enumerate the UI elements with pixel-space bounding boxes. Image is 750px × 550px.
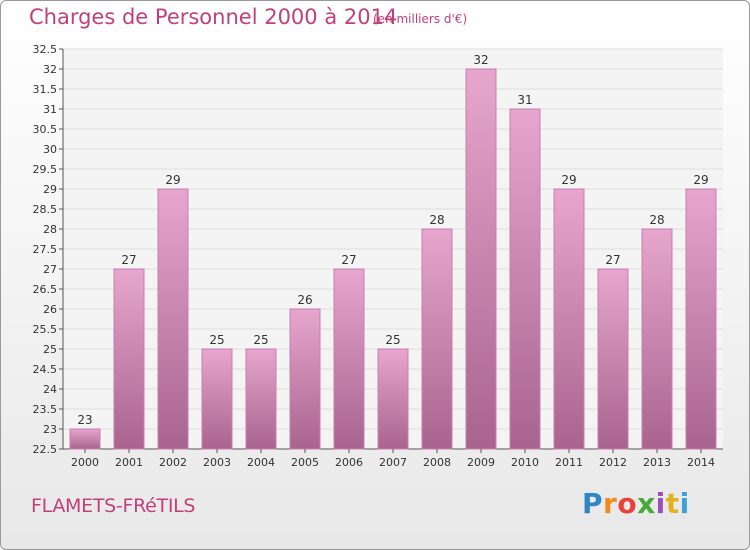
data-label: 25 — [385, 333, 400, 347]
data-label: 28 — [649, 213, 664, 227]
x-tick-label: 2010 — [511, 456, 539, 469]
x-tick-label: 2011 — [555, 456, 583, 469]
data-label: 29 — [693, 173, 708, 187]
data-label: 27 — [605, 253, 620, 267]
y-tick-label: 28 — [43, 223, 57, 236]
y-tick-label: 32 — [43, 63, 57, 76]
x-tick-label: 2006 — [335, 456, 363, 469]
y-tick-label: 27.5 — [33, 243, 58, 256]
x-tick-label: 2014 — [687, 456, 715, 469]
x-tick-label: 2012 — [599, 456, 627, 469]
bar — [465, 68, 497, 450]
logo-letter: t — [665, 487, 680, 520]
data-label: 32 — [473, 53, 488, 67]
y-tick-label: 27 — [43, 263, 57, 276]
x-tick-label: 2008 — [423, 456, 451, 469]
data-label: 27 — [121, 253, 136, 267]
x-tick-label: 2001 — [115, 456, 143, 469]
y-tick-label: 25 — [43, 343, 57, 356]
x-tick-label: 2007 — [379, 456, 407, 469]
y-tick-label: 30.5 — [33, 123, 58, 136]
bar — [509, 108, 541, 450]
x-tick-label: 2009 — [467, 456, 495, 469]
bar — [641, 228, 673, 450]
bar — [377, 348, 409, 450]
data-label: 31 — [517, 93, 532, 107]
x-tick-label: 2002 — [159, 456, 187, 469]
x-tick-label: 2013 — [643, 456, 671, 469]
logo-letter: i — [679, 487, 690, 520]
data-label: 23 — [77, 413, 92, 427]
bar — [685, 188, 717, 450]
bar — [333, 268, 365, 450]
y-tick-label: 28.5 — [33, 203, 58, 216]
logo-letter: o — [617, 487, 638, 520]
y-tick-label: 30 — [43, 143, 57, 156]
y-tick-label: 31.5 — [33, 83, 58, 96]
data-label: 25 — [253, 333, 268, 347]
y-tick-label: 32.5 — [33, 43, 58, 56]
x-tick-label: 2005 — [291, 456, 319, 469]
data-label: 28 — [429, 213, 444, 227]
data-label: 26 — [297, 293, 312, 307]
city-name: FLAMETS-FRéTILS — [31, 495, 196, 517]
y-tick-label: 22.5 — [33, 443, 58, 456]
bar — [421, 228, 453, 450]
logo-letter: x — [637, 487, 656, 520]
bar — [597, 268, 629, 450]
chart-title: Charges de Personnel 2000 à 2014 — [29, 5, 398, 29]
y-tick-label: 26.5 — [33, 283, 58, 296]
data-label: 29 — [165, 173, 180, 187]
logo-letter: P — [582, 487, 604, 520]
logo-letter: r — [603, 487, 618, 520]
bar — [69, 428, 101, 450]
y-tick-label: 31 — [43, 103, 57, 116]
x-tick-label: 2003 — [203, 456, 231, 469]
bar — [289, 308, 321, 450]
proxiti-logo[interactable]: Proxiti — [582, 487, 690, 520]
bar — [553, 188, 585, 450]
y-tick-label: 29.5 — [33, 163, 58, 176]
y-tick-label: 24 — [43, 383, 57, 396]
y-tick-label: 23 — [43, 423, 57, 436]
bar — [201, 348, 233, 450]
bar — [113, 268, 145, 450]
y-tick-label: 26 — [43, 303, 57, 316]
data-label: 27 — [341, 253, 356, 267]
bar — [245, 348, 277, 450]
logo-letter: i — [655, 487, 666, 520]
y-tick-label: 29 — [43, 183, 57, 196]
x-tick-label: 2004 — [247, 456, 275, 469]
y-tick-label: 25.5 — [33, 323, 58, 336]
data-label: 29 — [561, 173, 576, 187]
y-tick-label: 23.5 — [33, 403, 58, 416]
x-tick-label: 2000 — [71, 456, 99, 469]
chart-unit: (en milliers d'€) — [373, 12, 468, 26]
y-tick-label: 24.5 — [33, 363, 58, 376]
bar — [157, 188, 189, 450]
data-label: 25 — [209, 333, 224, 347]
